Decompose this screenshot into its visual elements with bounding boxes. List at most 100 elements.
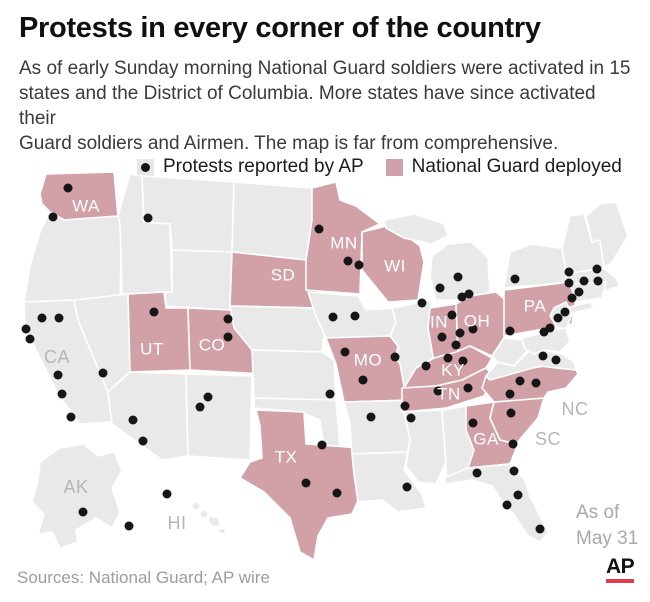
ap-logo: AP xyxy=(606,556,635,583)
protest-location-dot xyxy=(538,351,548,361)
protest-location-dot xyxy=(551,355,561,365)
state-label-ga: GA xyxy=(473,429,499,448)
protest-location-dot xyxy=(535,524,545,534)
state-md-de xyxy=(521,327,571,355)
protest-location-dot xyxy=(66,412,76,422)
protest-location-dot xyxy=(539,327,549,337)
protest-location-dot xyxy=(325,389,335,399)
protest-location-dot xyxy=(301,478,311,488)
states-layer xyxy=(23,171,629,561)
protest-location-dot xyxy=(402,482,412,492)
protest-location-dot xyxy=(453,272,463,282)
protest-location-dot xyxy=(560,307,570,317)
state-label-nc: NC xyxy=(562,399,589,419)
ap-logo-underline xyxy=(606,579,634,583)
protest-location-dot xyxy=(63,183,73,193)
protest-location-dot xyxy=(406,413,416,423)
protest-location-dot xyxy=(223,314,233,324)
state-label-pa: PA xyxy=(524,296,547,315)
protest-location-dot xyxy=(25,334,35,344)
state-az xyxy=(107,371,189,461)
protest-dot-icon xyxy=(141,162,150,172)
state-label-in: IN xyxy=(430,312,448,331)
us-map: WA MN WI SD PA OH IN UT CO MO KY TN GA TX CA NC SC AK HI xyxy=(0,160,650,602)
protest-location-dot xyxy=(443,353,453,363)
protest-location-dot xyxy=(48,212,58,222)
protest-location-dot xyxy=(463,383,473,393)
protest-location-dot xyxy=(53,370,63,380)
protest-location-dot xyxy=(358,375,368,385)
state-label-ky: KY xyxy=(441,360,465,379)
state-ks xyxy=(251,349,337,401)
protest-location-dot xyxy=(37,313,47,323)
protest-location-dot xyxy=(437,332,447,342)
protest-location-dot xyxy=(98,368,108,378)
protest-location-dot xyxy=(592,264,602,274)
state-nm xyxy=(185,373,253,461)
protest-location-dot xyxy=(508,439,518,449)
protest-location-dot xyxy=(343,256,353,266)
state-hi-island xyxy=(191,501,201,511)
page-title: Protests in every corner of the country xyxy=(19,12,541,44)
protest-location-dot xyxy=(509,466,519,476)
protest-location-dot xyxy=(390,352,400,362)
protest-location-dot xyxy=(455,328,465,338)
protest-location-dot xyxy=(350,311,360,321)
protest-location-dot xyxy=(128,415,138,425)
protest-location-dot xyxy=(458,356,468,366)
protest-location-dot xyxy=(515,376,525,386)
protest-location-dot xyxy=(143,213,153,223)
protest-location-dot xyxy=(505,389,515,399)
protest-location-dot xyxy=(472,468,482,478)
protest-dot-key xyxy=(137,158,154,176)
protest-location-dot xyxy=(21,324,31,334)
state-fl xyxy=(443,463,549,543)
protest-location-dot xyxy=(354,260,364,270)
protest-location-dot xyxy=(451,340,461,350)
legend-protests-label: Protests reported by AP xyxy=(163,156,364,177)
state-or xyxy=(23,211,123,303)
protest-location-dot xyxy=(149,307,159,317)
protest-location-dot xyxy=(447,310,457,320)
state-hi-island xyxy=(199,509,209,519)
map-legend: Protests reported by AP National Guard d… xyxy=(137,156,622,178)
protest-location-dot xyxy=(317,440,327,450)
protest-location-dot xyxy=(124,521,134,531)
state-label-wi: WI xyxy=(384,256,406,275)
protest-location-dot xyxy=(340,347,350,357)
protest-location-dot xyxy=(138,436,148,446)
protest-location-dot xyxy=(468,324,478,334)
state-label-ut: UT xyxy=(140,339,164,358)
protest-location-dot xyxy=(417,298,427,308)
state-me xyxy=(585,201,629,269)
protest-location-dot xyxy=(223,332,233,342)
state-label-tn: TN xyxy=(437,384,461,403)
protest-location-dot xyxy=(421,361,431,371)
protest-location-dot xyxy=(464,289,474,299)
protest-location-dot xyxy=(579,276,589,286)
protest-location-dot xyxy=(457,292,467,302)
protest-location-dot xyxy=(513,490,523,500)
state-ak xyxy=(31,443,123,549)
protest-location-dot xyxy=(574,287,584,297)
state-label-co: CO xyxy=(199,335,226,354)
state-wy xyxy=(163,249,233,311)
state-label-mo: MO xyxy=(354,350,382,369)
legend-guard-label: National Guard deployed xyxy=(411,156,622,177)
as-of-date-note: As of May 31 xyxy=(576,502,639,549)
protest-location-dot xyxy=(506,408,516,418)
protest-location-dot xyxy=(195,402,205,412)
protest-location-dot xyxy=(567,293,577,303)
state-ok xyxy=(253,397,341,449)
state-label-ca: CA xyxy=(44,347,70,367)
protest-location-dot xyxy=(162,489,172,499)
state-label-sd: SD xyxy=(271,265,296,284)
protest-location-dot xyxy=(510,274,520,284)
protest-location-dot xyxy=(593,276,603,286)
state-label-tx: TX xyxy=(275,447,298,466)
protest-location-dot xyxy=(468,418,478,428)
protest-location-dot xyxy=(54,313,64,323)
